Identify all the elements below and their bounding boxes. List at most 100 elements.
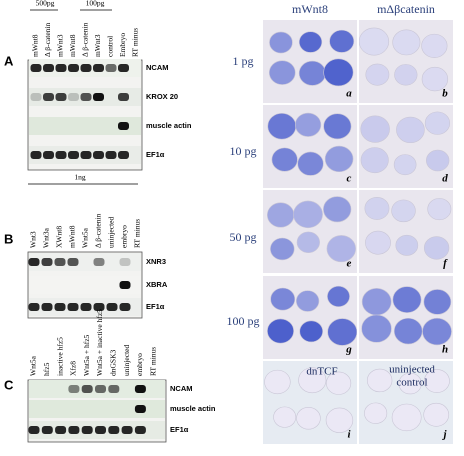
gel-band [68, 151, 79, 159]
row-label: EF1α [170, 425, 189, 434]
embryo [325, 407, 354, 433]
lane-label: mWnt3 [56, 34, 65, 57]
embryo [366, 368, 393, 393]
lane-label: Wnt5a [81, 227, 90, 248]
row-label: EF1α [146, 302, 165, 311]
embryo [324, 145, 354, 173]
embryo [270, 237, 295, 261]
embryo [364, 402, 388, 424]
gel-band [28, 426, 40, 434]
lane-label: Wnt5a + hfz5 [82, 334, 91, 376]
embryo [271, 147, 298, 172]
panel-letter: f [443, 258, 448, 270]
row-label: muscle actin [170, 404, 216, 413]
panel-letter: h [442, 344, 448, 356]
embryo [365, 230, 391, 255]
gel-band [28, 303, 40, 311]
gel-band [41, 426, 53, 434]
gel-band [41, 303, 53, 311]
dose-label: 1 pg [233, 54, 254, 68]
embryo [393, 317, 423, 345]
embryo [358, 27, 390, 56]
lane-label: XWnt8 [55, 226, 64, 248]
gel-band [41, 258, 53, 266]
embryo [361, 288, 392, 316]
control-label: uninjected [389, 364, 435, 376]
embryo [326, 235, 356, 263]
panel-letter: b [442, 88, 448, 100]
gel-band [95, 426, 106, 434]
gel-band [95, 385, 106, 393]
panel-letter: d [442, 173, 448, 185]
lane-label: RT minus [148, 347, 157, 376]
embryo [391, 199, 416, 223]
gel-band [30, 64, 42, 72]
gel-band [30, 93, 42, 101]
panel-letter: a [346, 88, 352, 100]
embryo [294, 112, 322, 137]
row-label: EF1α [146, 150, 165, 159]
gel-band [93, 303, 105, 311]
embryo [421, 33, 448, 58]
embryo [267, 318, 294, 344]
embryo [327, 318, 358, 346]
control-label: dnTCF [306, 366, 337, 378]
column-header: mΔβcatenin [377, 2, 435, 16]
embryo [427, 198, 452, 221]
lane-label: control [106, 36, 115, 57]
control-label: control [396, 377, 427, 389]
embryo [364, 196, 390, 220]
gel-band [105, 151, 117, 159]
gel-band [80, 64, 92, 72]
embryo [295, 290, 320, 312]
gel-band [67, 303, 79, 311]
embryo [360, 147, 389, 174]
embryo [329, 29, 355, 53]
panel-letter: e [347, 258, 352, 270]
embryo [297, 151, 324, 176]
embryo [421, 66, 449, 92]
gel-band [68, 426, 80, 434]
gel-band [121, 426, 133, 434]
gel-band [55, 151, 67, 159]
gel-band [55, 93, 67, 101]
gel-strip [29, 276, 141, 294]
embryo [298, 367, 327, 394]
gel-band [55, 426, 67, 434]
gel-band [30, 151, 42, 159]
embryo [323, 58, 354, 87]
panel-letter: A [4, 53, 14, 68]
embryo [298, 60, 326, 86]
lane-label: Wnt5a [29, 355, 38, 376]
gel-band [93, 258, 105, 266]
gel-band [68, 64, 79, 72]
gel-band [43, 64, 54, 72]
embryo [398, 372, 422, 395]
dose-label: 50 pg [230, 230, 257, 244]
gel-band [108, 426, 120, 434]
embryo [293, 200, 323, 229]
lane-label: hfz5 [42, 362, 51, 376]
gel-band [134, 385, 146, 393]
embryo [264, 369, 291, 395]
gel-band [119, 258, 131, 266]
lane-label: RT minus [133, 219, 142, 248]
gel-band [119, 281, 131, 289]
gel-band [105, 64, 117, 72]
row-label: XNR3 [146, 257, 166, 266]
group-label: 1ng [74, 173, 86, 182]
lane-label: Wnt3 [29, 231, 38, 248]
lane-label: Xfz8 [69, 361, 78, 376]
gel-band [67, 258, 79, 266]
embryo [273, 406, 297, 428]
row-label: KROX 20 [146, 92, 178, 101]
embryo [296, 406, 321, 430]
gel-band [80, 151, 92, 159]
embryo [365, 63, 390, 86]
lane-label: Wnt3a [42, 227, 51, 248]
gel-band [80, 303, 92, 311]
lane-label: uninjected [122, 345, 131, 376]
embryo [268, 60, 296, 85]
dose-label: 10 pg [230, 144, 257, 158]
